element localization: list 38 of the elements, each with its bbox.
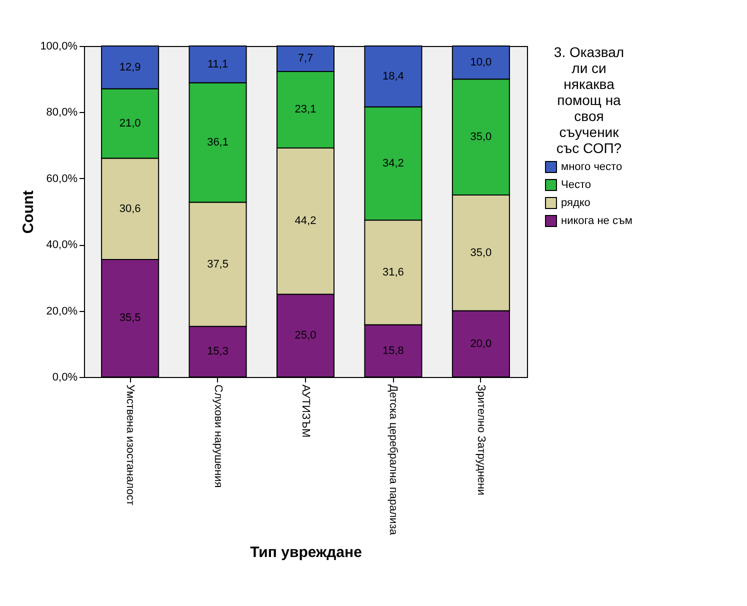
y-tick-label: 80,0% [46,106,78,119]
data-label: 15,8 [382,344,404,357]
data-label: 35,0 [470,246,492,259]
legend-label: рядко [561,197,590,209]
data-label: 37,5 [207,258,228,270]
legend-title: 3. Оказвал ли си някаква помощ на своя съученик със СОП? [554,44,624,156]
x-axis-title: Тип увреждане [250,544,362,561]
data-label: 7,7 [298,52,314,65]
data-label: 18,4 [382,70,404,82]
legend-label: никога не съм [561,215,632,227]
data-label: 11,1 [207,58,228,70]
y-tick-label: 100,0% [40,40,78,52]
x-tick-label: Детска церебрална парализа [387,384,400,536]
y-tick-label: 40,0% [46,239,78,252]
data-label: 35,5 [119,312,141,324]
data-label: 10,0 [470,56,492,69]
x-tick-label: АУТИЗЪМ [300,384,312,438]
y-axis-title: Count [20,190,38,234]
legend-label: Често [561,179,591,191]
x-tick-label: Зрително Затруднени [474,384,487,496]
data-label: 36,1 [207,136,228,148]
data-label: 30,6 [119,202,141,215]
y-tick-label: 20,0% [46,305,78,318]
data-label: 21,0 [119,117,141,130]
x-tick-label: Слухови нарушения [212,384,224,488]
data-label: 34,2 [382,158,404,170]
data-label: 12,9 [119,61,141,74]
data-label: 20,0 [470,338,492,350]
data-label: 35,0 [470,131,492,144]
data-label: 44,2 [294,215,316,228]
data-label: 31,6 [382,266,404,278]
data-label: 25,0 [294,330,316,342]
legend-label: много често [561,161,622,173]
data-label: 23,1 [294,104,316,116]
data-label: 15,3 [207,346,228,358]
x-tick-label: Умствена изостаналост [124,384,136,506]
y-tick-label: 60,0% [46,172,78,185]
y-tick-label: 0,0% [52,372,78,384]
